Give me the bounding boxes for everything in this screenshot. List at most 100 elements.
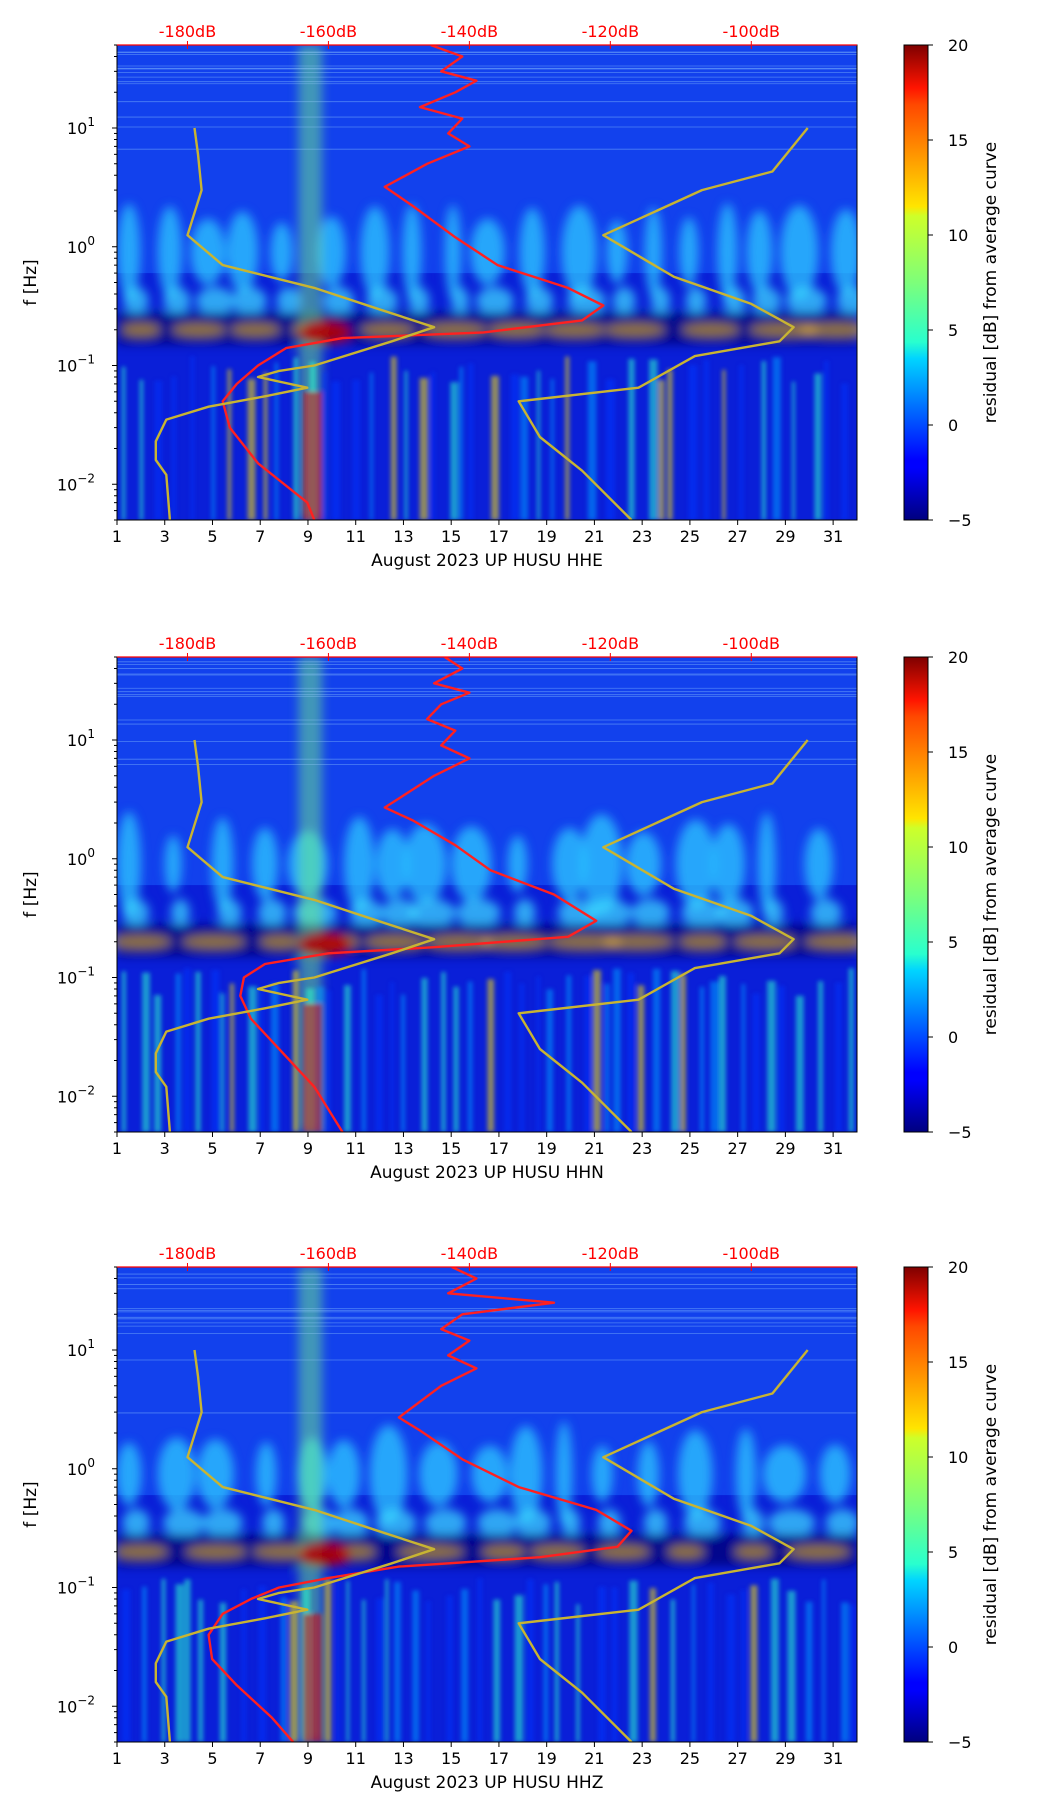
colorbar-tick-label: −5	[948, 1733, 972, 1752]
top-tick-label: -180dB	[159, 1244, 216, 1263]
colorbar-tick-label: 20	[948, 1258, 968, 1277]
top-tick-label: -140dB	[441, 22, 498, 41]
colorbar-tick-label: −5	[948, 511, 972, 530]
x-tick-label: 23	[632, 527, 652, 546]
x-tick-label: 5	[207, 1139, 217, 1158]
colorbar: 20 15 10 5 0 −5 residual [dB] from average cur…	[903, 648, 1001, 1142]
top-tick-label: -180dB	[159, 634, 216, 653]
x-tick-label: 29	[775, 1139, 795, 1158]
colorbar-tick-label: 10	[948, 226, 968, 245]
colorbar-tick-label: 0	[948, 416, 958, 435]
x-tick-label: 21	[584, 1749, 604, 1768]
x-tick-label: 9	[303, 1139, 313, 1158]
x-tick-label: 31	[823, 1749, 843, 1768]
x-tick-label: 11	[346, 1139, 366, 1158]
series-line-2	[517, 739, 809, 1132]
colorbar-tick-label: 15	[948, 1353, 968, 1372]
x-tick-label: 19	[536, 527, 556, 546]
x-tick-label: 3	[160, 1139, 170, 1158]
series-line-2	[517, 127, 809, 520]
y-tick-label: 10−2	[57, 1083, 95, 1106]
series-line-1	[154, 739, 436, 1132]
x-tick-label: 23	[632, 1139, 652, 1158]
top-tick-label: -140dB	[441, 634, 498, 653]
x-tick-label: 29	[775, 1749, 795, 1768]
y-tick-label: 101	[67, 115, 95, 138]
x-tick-label: 19	[536, 1139, 556, 1158]
y-tick-label: 10−2	[57, 1693, 95, 1716]
x-tick-label: 5	[207, 1749, 217, 1768]
colorbar-tick-label: 10	[948, 1448, 968, 1467]
x-tick-label: 15	[441, 527, 461, 546]
colorbar-gradient	[903, 656, 929, 1133]
x-tick-label: 13	[393, 1749, 413, 1768]
colorbar-tick-label: 5	[948, 933, 958, 952]
x-tick-label: 7	[255, 1749, 265, 1768]
x-tick-label: 3	[160, 527, 170, 546]
x-tick-label: 13	[393, 1139, 413, 1158]
y-tick-label: 101	[67, 727, 95, 750]
x-tick-label: 7	[255, 527, 265, 546]
series-line-0	[207, 1267, 633, 1742]
x-tick-label: 19	[536, 1749, 556, 1768]
colorbar: 20 15 10 5 0 −5 residual [dB] from average cur…	[903, 1258, 1001, 1752]
x-tick-label: 1	[112, 527, 122, 546]
y-tick-label: 100	[67, 846, 95, 869]
x-tick-label: 1	[112, 1749, 122, 1768]
colorbar-tick-label: 0	[948, 1028, 958, 1047]
top-tick-label: -140dB	[441, 1244, 498, 1263]
x-tick-label: 13	[393, 527, 413, 546]
x-tick-label: 11	[346, 1749, 366, 1768]
colorbar-tick-label: 20	[948, 648, 968, 667]
colorbar-tick-label: 10	[948, 838, 968, 857]
y-tick-label: 10−1	[57, 1575, 95, 1598]
colorbar-gradient	[903, 1266, 929, 1743]
x-tick-label: 25	[680, 527, 700, 546]
heatmap-image	[117, 1267, 857, 1742]
series-line-1	[154, 127, 436, 520]
x-tick-label: 17	[489, 527, 509, 546]
x-tick-label: 31	[823, 1139, 843, 1158]
y-tick-label: 100	[67, 1456, 95, 1479]
top-tick-label: -100dB	[723, 1244, 780, 1263]
x-tick-label: 1	[112, 1139, 122, 1158]
y-tick-label: 101	[67, 1337, 95, 1360]
colorbar-tick-label: 5	[948, 321, 958, 340]
x-tick-label: 3	[160, 1749, 170, 1768]
x-tick-label: 17	[489, 1139, 509, 1158]
colorbar-tick-label: 0	[948, 1638, 958, 1657]
heatmap-image	[117, 657, 857, 1132]
x-tick-label: 23	[632, 1749, 652, 1768]
x-tick-label: 9	[303, 1749, 313, 1768]
x-tick-label: 29	[775, 527, 795, 546]
series-line-1	[154, 1349, 436, 1742]
colorbar-label: residual [dB] from average curve	[981, 142, 1001, 423]
top-tick-label: -160dB	[300, 1244, 357, 1263]
x-tick-label: 7	[255, 1139, 265, 1158]
series-line-2	[517, 1349, 809, 1742]
x-tick-label: 25	[680, 1749, 700, 1768]
y-tick-label: 10−2	[57, 471, 95, 494]
x-tick-label: 21	[584, 527, 604, 546]
colorbar-tick-label: 5	[948, 1543, 958, 1562]
colorbar-tick-label: −5	[948, 1123, 972, 1142]
y-axis-label: f [Hz]	[21, 1481, 41, 1527]
top-tick-label: -120dB	[582, 22, 639, 41]
top-tick-label: -160dB	[300, 22, 357, 41]
colorbar-gradient	[903, 44, 929, 521]
colorbar-label: residual [dB] from average curve	[981, 1364, 1001, 1645]
colorbar: 20 15 10 5 0 −5 residual [dB] from average cur…	[903, 36, 1001, 530]
x-tick-label: 25	[680, 1139, 700, 1158]
x-axis-label: August 2023 UP HUSU HHZ	[371, 1773, 604, 1793]
top-tick-label: -120dB	[582, 634, 639, 653]
y-tick-label: 10−1	[57, 965, 95, 988]
x-tick-label: 17	[489, 1749, 509, 1768]
x-tick-label: 27	[727, 1749, 747, 1768]
x-tick-label: 27	[727, 527, 747, 546]
x-tick-label: 9	[303, 527, 313, 546]
y-axis-label: f [Hz]	[21, 259, 41, 305]
